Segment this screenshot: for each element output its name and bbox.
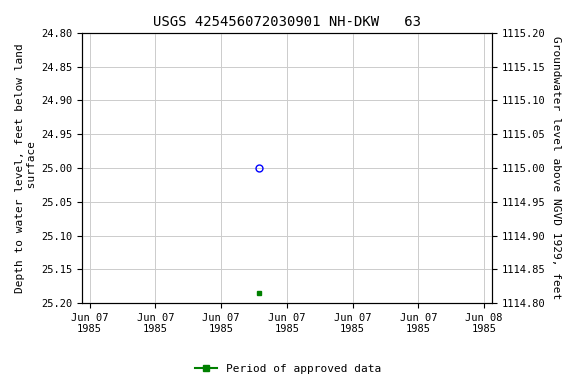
- Title: USGS 425456072030901 NH-DKW   63: USGS 425456072030901 NH-DKW 63: [153, 15, 421, 29]
- Y-axis label: Depth to water level, feet below land
 surface: Depth to water level, feet below land su…: [15, 43, 37, 293]
- Y-axis label: Groundwater level above NGVD 1929, feet: Groundwater level above NGVD 1929, feet: [551, 36, 561, 300]
- Legend: Period of approved data: Period of approved data: [191, 359, 385, 379]
